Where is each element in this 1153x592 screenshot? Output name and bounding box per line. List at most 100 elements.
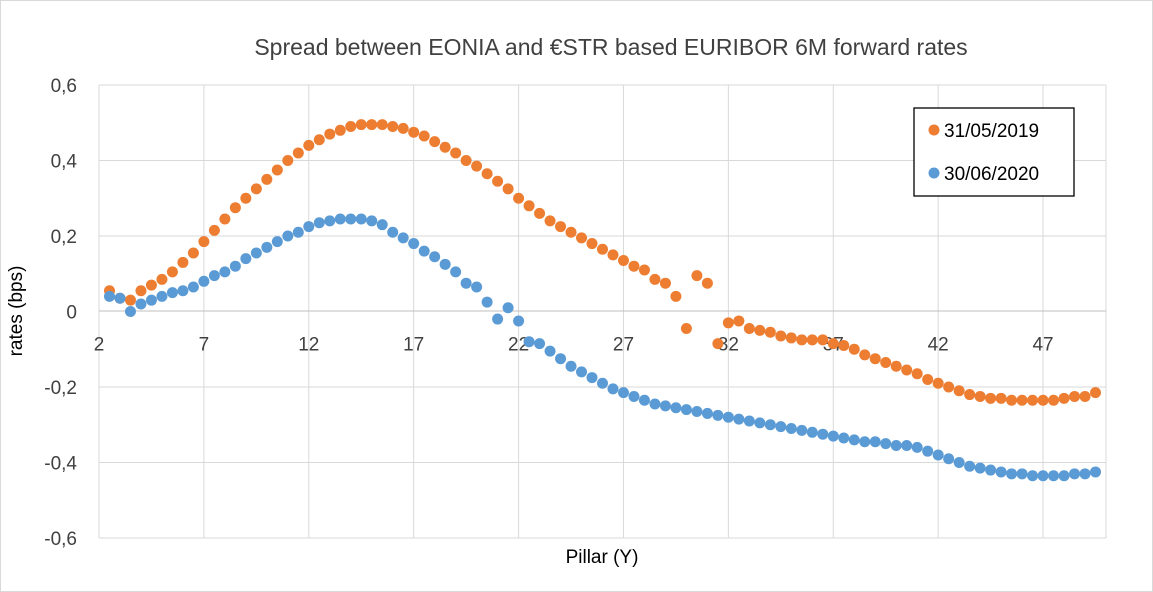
data-point: [292, 147, 304, 159]
data-point: [124, 294, 136, 306]
data-point: [691, 270, 703, 282]
data-point: [303, 139, 315, 151]
data-point: [345, 213, 357, 225]
data-point: [334, 213, 346, 225]
data-point: [985, 392, 997, 404]
data-point: [439, 141, 451, 153]
data-point: [659, 277, 671, 289]
data-point: [145, 294, 157, 306]
data-point: [628, 390, 640, 402]
data-point: [219, 266, 231, 278]
data-point: [523, 200, 535, 212]
y-tick-label: 0,6: [51, 76, 77, 97]
data-point: [911, 441, 923, 453]
data-point: [806, 334, 818, 346]
data-point: [607, 383, 619, 395]
data-point: [901, 440, 913, 452]
data-point: [397, 122, 409, 134]
data-point: [450, 147, 462, 159]
data-point: [597, 377, 608, 389]
data-point: [502, 183, 514, 195]
data-point: [607, 249, 619, 261]
data-point: [156, 290, 168, 302]
x-tick-label: 22: [508, 335, 529, 356]
data-point: [628, 260, 640, 272]
data-point: [932, 449, 944, 461]
data-point: [964, 460, 976, 472]
data-point: [743, 415, 755, 427]
data-point: [114, 292, 126, 304]
x-axis-title: Pillar (Y): [566, 547, 639, 568]
data-point: [219, 213, 231, 225]
data-point: [355, 213, 367, 225]
y-tick-label: -0,2: [44, 378, 77, 399]
data-point: [303, 221, 315, 233]
data-point: [964, 389, 976, 401]
data-point: [1090, 466, 1102, 478]
data-point: [565, 226, 577, 238]
data-point: [439, 258, 451, 270]
legend-label-series-2: 30/06/2020: [944, 164, 1039, 185]
data-point: [324, 215, 336, 227]
data-point: [764, 326, 776, 338]
data-point: [481, 296, 493, 308]
data-point: [890, 440, 902, 452]
data-point: [796, 424, 808, 436]
y-tick-labels: 0,6 0,4 0,2 0 -0,2 -0,4 -0,6: [44, 76, 77, 550]
data-point: [198, 236, 210, 248]
data-point: [953, 385, 965, 397]
data-point: [313, 217, 325, 229]
data-point: [638, 264, 650, 276]
data-point: [534, 207, 546, 219]
data-point: [250, 183, 262, 195]
data-point: [156, 273, 168, 285]
data-point: [995, 392, 1007, 404]
data-point: [229, 260, 241, 272]
data-point: [397, 232, 409, 244]
data-point: [796, 334, 808, 346]
data-point: [450, 266, 462, 278]
data-point: [460, 155, 472, 166]
series-2: [103, 213, 1102, 482]
y-tick-label: -0,4: [44, 454, 77, 475]
data-point: [429, 136, 441, 148]
data-point: [985, 464, 997, 476]
data-point: [471, 281, 483, 293]
data-point: [649, 398, 661, 410]
data-point: [638, 394, 650, 406]
data-point: [754, 417, 766, 429]
data-point: [145, 279, 157, 291]
data-point: [565, 360, 577, 372]
data-point: [869, 353, 881, 365]
data-point: [261, 241, 273, 253]
data-point: [1048, 470, 1060, 482]
data-point: [680, 404, 692, 416]
data-point: [806, 426, 818, 438]
data-point: [880, 356, 892, 368]
y-tick-label: -0,6: [44, 529, 77, 550]
data-point: [355, 119, 367, 131]
legend: 31/05/2019 30/06/2020: [913, 107, 1075, 197]
data-point: [859, 436, 871, 448]
data-point: [555, 221, 567, 233]
data-point: [187, 281, 199, 293]
data-point: [890, 360, 902, 372]
data-point: [166, 266, 178, 278]
data-point: [586, 238, 598, 250]
data-point: [292, 226, 304, 238]
data-point: [240, 192, 252, 204]
data-point: [775, 421, 787, 433]
data-point: [848, 434, 860, 446]
data-point: [523, 336, 535, 348]
data-point: [743, 322, 755, 334]
data-point: [229, 202, 241, 214]
data-point: [1037, 394, 1049, 406]
data-point: [974, 390, 986, 402]
data-point: [187, 247, 199, 259]
data-point: [135, 298, 147, 310]
data-point: [785, 423, 797, 435]
data-point: [691, 406, 703, 418]
data-point: [1058, 392, 1070, 404]
data-point: [859, 349, 871, 361]
